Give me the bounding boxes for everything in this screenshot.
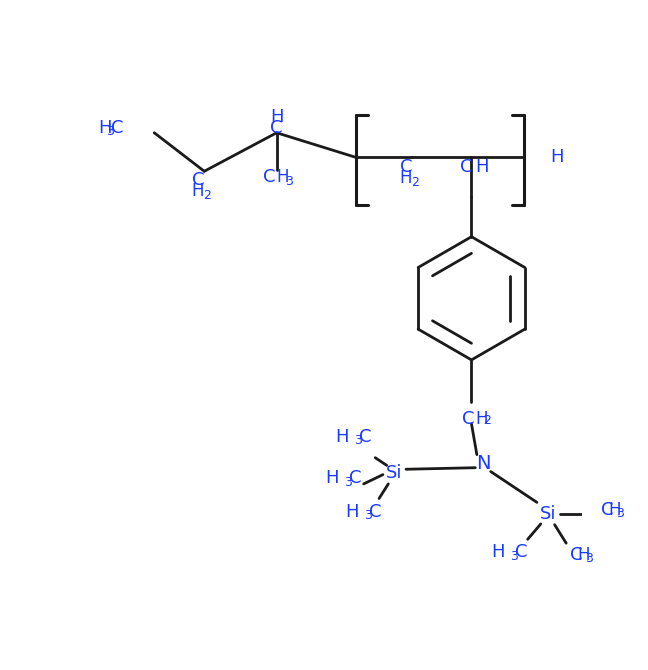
Text: H: H	[400, 170, 412, 187]
Text: C: C	[460, 158, 472, 176]
Text: C: C	[515, 543, 528, 561]
Text: H: H	[192, 182, 204, 200]
Text: H: H	[476, 410, 488, 428]
Text: H: H	[476, 158, 489, 176]
Text: 3: 3	[354, 434, 362, 448]
Text: C: C	[192, 172, 204, 190]
Text: 3: 3	[285, 175, 293, 188]
Text: C: C	[570, 546, 583, 563]
Text: 3: 3	[616, 507, 624, 521]
Text: Si: Si	[386, 464, 402, 482]
Text: N: N	[476, 454, 491, 474]
Text: C: C	[111, 119, 124, 137]
Text: H: H	[98, 119, 111, 137]
Text: C: C	[270, 119, 283, 137]
Text: 2: 2	[483, 414, 491, 427]
Text: H: H	[578, 546, 590, 563]
Text: H: H	[345, 502, 358, 521]
Text: C: C	[369, 502, 382, 521]
Text: H: H	[335, 428, 348, 446]
Text: H: H	[277, 168, 289, 186]
Text: 2: 2	[411, 176, 419, 190]
Text: C: C	[264, 168, 276, 186]
Text: 3: 3	[585, 552, 594, 565]
Text: C: C	[400, 158, 412, 176]
Text: H: H	[550, 148, 564, 166]
Text: 2: 2	[203, 190, 211, 202]
Text: 3: 3	[510, 550, 518, 563]
Text: H: H	[608, 501, 621, 519]
Text: Si: Si	[540, 505, 557, 523]
Text: C: C	[462, 410, 474, 428]
Text: C: C	[349, 470, 362, 488]
Text: C: C	[359, 428, 371, 446]
Text: 3: 3	[364, 509, 371, 522]
Text: 3: 3	[343, 476, 351, 489]
Text: C: C	[601, 501, 613, 519]
Text: H: H	[325, 470, 338, 488]
Text: H: H	[270, 109, 283, 127]
Text: H: H	[491, 543, 505, 561]
Text: 3: 3	[106, 125, 113, 139]
